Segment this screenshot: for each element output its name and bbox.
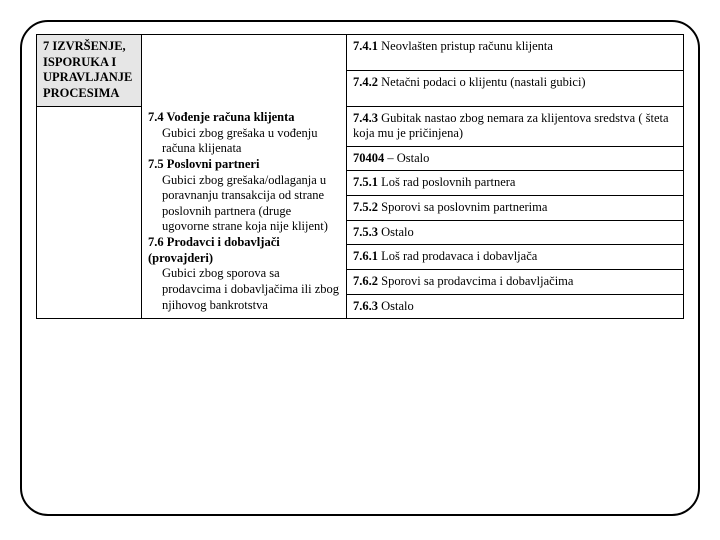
- col2-top-blank: [142, 35, 347, 107]
- col1-heading: 7 IZVRŠENJE, ISPORUKA I UPRAVLJANJE PROC…: [37, 35, 142, 107]
- cell-753: 7.5.3 Ostalo: [347, 220, 684, 245]
- col1-blank: [37, 106, 142, 319]
- cell-762: 7.6.2 Sporovi sa prodavcima i dobavljači…: [347, 269, 684, 294]
- cell-751: 7.5.1 Loš rad poslovnih partnera: [347, 171, 684, 196]
- s76-body: Gubici zbog sporova sa prodavcima i doba…: [148, 266, 340, 313]
- s74-body: Gubici zbog grešaka u vođenju računa kli…: [148, 126, 340, 157]
- cell-752: 7.5.2 Sporovi sa poslovnim partnerima: [347, 196, 684, 221]
- s76-title: 7.6 Prodavci i dobavljači (provajderi): [148, 235, 280, 265]
- s75-body: Gubici zbog grešaka/odlaganja u poravnan…: [148, 173, 340, 236]
- cell-763: 7.6.3 Ostalo: [347, 294, 684, 319]
- cell-761: 7.6.1 Loš rad prodavaca i dobavljača: [347, 245, 684, 270]
- table-row: 7 IZVRŠENJE, ISPORUKA I UPRAVLJANJE PROC…: [37, 35, 684, 71]
- page-frame: 7 IZVRŠENJE, ISPORUKA I UPRAVLJANJE PROC…: [20, 20, 700, 516]
- col2-body: 7.4 Vođenje računa klijenta Gubici zbog …: [142, 106, 347, 319]
- cell-741: 7.4.1 Neovlašten pristup računu klijenta: [347, 35, 684, 71]
- cell-70404: 70404 – Ostalo: [347, 146, 684, 171]
- s75-title: 7.5 Poslovni partneri: [148, 157, 259, 171]
- cell-743: 7.4.3 Gubitak nastao zbog nemara za klij…: [347, 106, 684, 146]
- cell-742: 7.4.2 Netačni podaci o klijentu (nastali…: [347, 70, 684, 106]
- main-table: 7 IZVRŠENJE, ISPORUKA I UPRAVLJANJE PROC…: [36, 34, 684, 319]
- s74-title: 7.4 Vođenje računa klijenta: [148, 110, 295, 124]
- table-row: 7.4 Vođenje računa klijenta Gubici zbog …: [37, 106, 684, 146]
